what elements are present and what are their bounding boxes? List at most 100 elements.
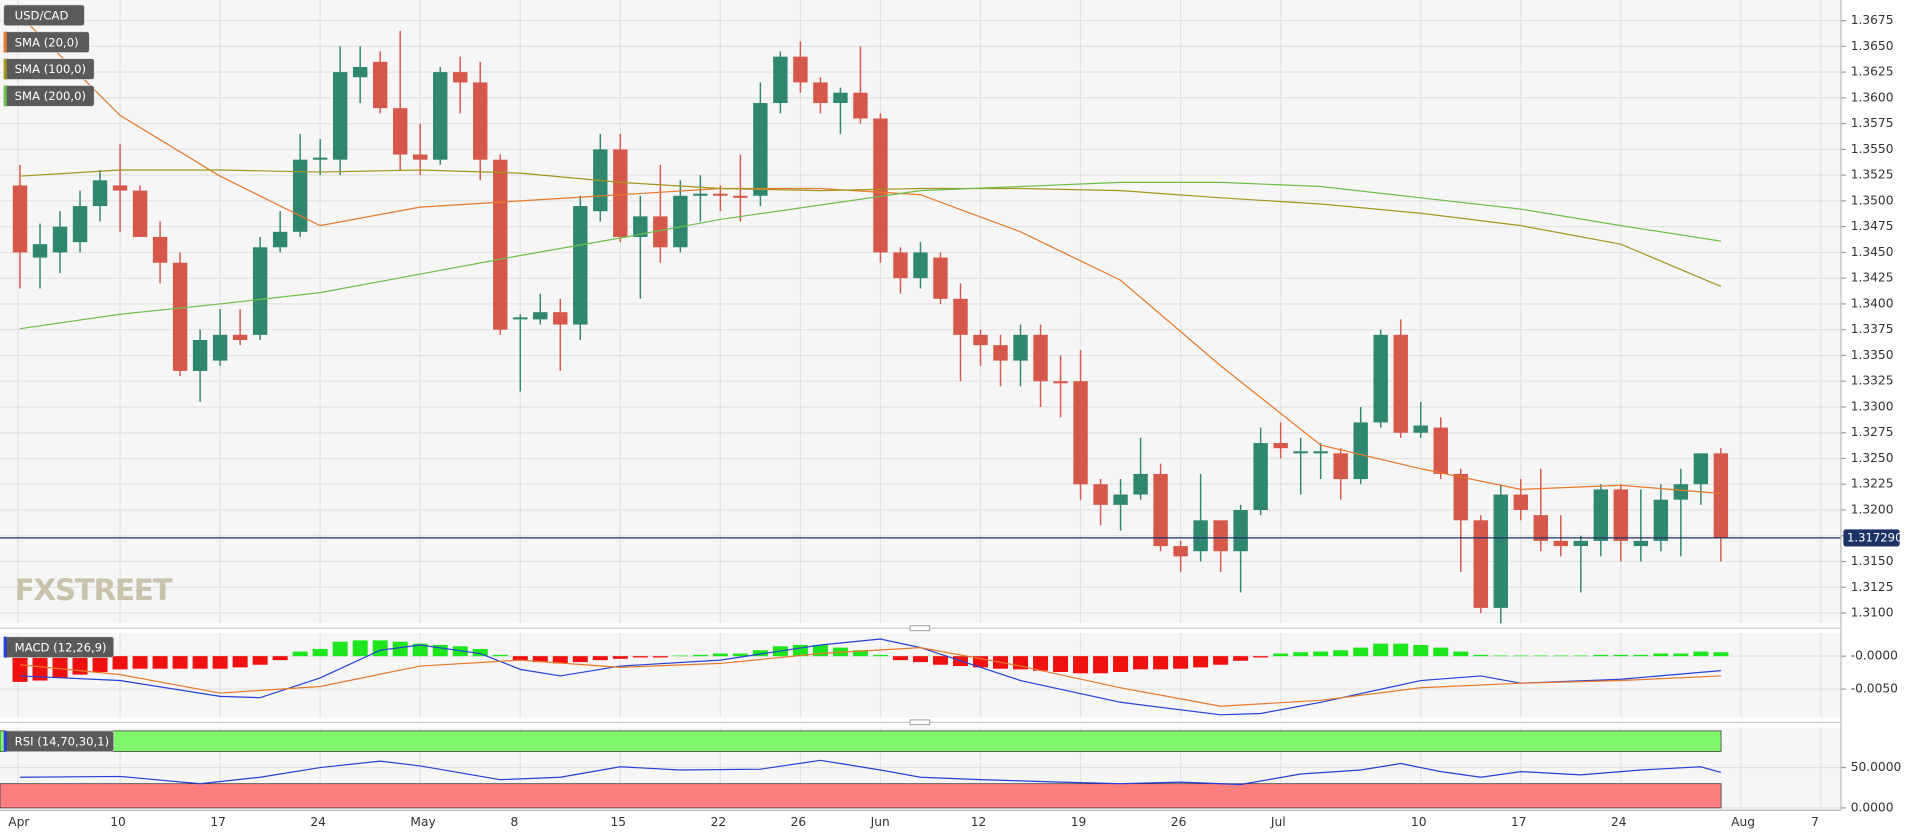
macd-bar xyxy=(732,653,748,657)
y-tick-label: 1.3300 xyxy=(1851,399,1894,413)
macd-bar xyxy=(872,654,888,657)
macd-bar xyxy=(1153,656,1169,670)
resize-handle[interactable] xyxy=(909,719,931,726)
candle-body xyxy=(933,257,948,299)
candle-body xyxy=(1633,540,1649,547)
macd-bar xyxy=(432,644,448,657)
candle-body xyxy=(1313,451,1328,454)
macd-panel xyxy=(0,633,1841,718)
macd-bar xyxy=(1233,656,1249,661)
x-tick-label: 15 xyxy=(611,815,627,829)
oversold-band xyxy=(0,783,1722,809)
x-tick-label: 26 xyxy=(791,815,807,829)
macd-bar xyxy=(1253,656,1269,658)
legend-swatch xyxy=(3,58,7,80)
candle-body xyxy=(893,252,908,279)
candle-body xyxy=(453,72,468,83)
macd-bar xyxy=(652,656,668,658)
y-tick-label: 0.0000 xyxy=(1851,800,1894,814)
macd-bar xyxy=(212,656,228,669)
macd-bar xyxy=(492,654,508,657)
watermark: FXSTREET xyxy=(15,573,173,607)
candle-body xyxy=(212,334,228,361)
candle-body xyxy=(1053,381,1068,384)
macd-bar xyxy=(1553,655,1569,657)
candle-body xyxy=(1133,473,1148,495)
y-tick-label: 1.3125 xyxy=(1851,580,1894,594)
candle-body xyxy=(1293,451,1308,454)
candle-body xyxy=(1013,334,1028,361)
last-price-box xyxy=(1843,529,1900,547)
candle-body xyxy=(733,195,748,198)
y-tick-label: 1.3200 xyxy=(1851,503,1894,517)
macd-bar xyxy=(1013,656,1029,670)
legend-swatch xyxy=(3,636,7,658)
candle-body xyxy=(413,154,428,160)
macd-bar xyxy=(1133,656,1149,670)
macd-bar xyxy=(232,656,248,668)
candle-body xyxy=(833,92,848,104)
candle-body xyxy=(1513,494,1528,510)
y-tick-label: 1.3550 xyxy=(1851,142,1894,156)
macd-bar xyxy=(192,656,208,669)
candle-body xyxy=(1153,473,1168,547)
y-tick-label: 1.3150 xyxy=(1851,554,1894,568)
macd-bar xyxy=(1473,654,1489,657)
candle-body xyxy=(973,334,988,346)
macd-bar xyxy=(1393,643,1409,657)
sma-line xyxy=(19,15,1721,495)
x-tick-label: 12 xyxy=(971,815,987,829)
candle-body xyxy=(1353,422,1368,480)
candle-body xyxy=(1073,381,1088,485)
macd-bar xyxy=(552,656,568,664)
legend-swatch xyxy=(3,31,7,53)
y-tick-label: 1.3600 xyxy=(1851,90,1894,104)
macd-bar xyxy=(932,656,948,665)
macd-bar xyxy=(152,656,168,669)
resize-handle[interactable] xyxy=(909,625,931,632)
candle-body xyxy=(1533,515,1548,541)
macd-line xyxy=(19,638,1721,716)
y-tick-label: 1.3225 xyxy=(1851,477,1894,491)
macd-bar xyxy=(1613,654,1629,657)
legend-label: SMA (100,0) xyxy=(15,62,86,76)
macd-bar xyxy=(1213,656,1229,665)
macd-bar xyxy=(252,656,268,665)
candle-body xyxy=(693,193,708,196)
candle-body xyxy=(1233,510,1248,552)
y-tick-label: 1.3275 xyxy=(1851,425,1894,439)
macd-bar xyxy=(352,640,368,657)
candle-body xyxy=(1413,425,1428,433)
candle-body xyxy=(92,180,108,207)
candle-body xyxy=(352,66,368,78)
candle-body xyxy=(673,195,688,248)
candle-body xyxy=(252,247,268,335)
macd-bar xyxy=(632,656,648,658)
candle-body xyxy=(813,82,828,104)
x-tick-label: 10 xyxy=(1411,815,1427,829)
macd-bar xyxy=(472,648,488,657)
candle-body xyxy=(393,108,408,155)
x-tick-label: May xyxy=(410,815,435,829)
x-tick-label: 24 xyxy=(310,815,326,829)
sma-line xyxy=(19,181,1721,330)
candle-body xyxy=(1253,443,1268,510)
candle-body xyxy=(873,118,888,253)
candle-body xyxy=(1713,453,1729,538)
candle-body xyxy=(1373,334,1388,423)
macd-bar xyxy=(1313,651,1329,657)
macd-bar xyxy=(1273,653,1289,657)
candle-body xyxy=(272,231,288,248)
candle-body xyxy=(192,340,208,371)
macd-bar xyxy=(12,656,28,682)
x-tick-label: Aug xyxy=(1731,815,1755,829)
macd-bar xyxy=(372,640,388,657)
legend-label: RSI (14,70,30,1) xyxy=(15,734,109,748)
y-tick-label: -0.0000 xyxy=(1851,649,1898,663)
macd-bar xyxy=(1433,647,1449,657)
y-tick-label: 1.3250 xyxy=(1851,451,1894,465)
x-tick-label: 10 xyxy=(110,815,126,829)
last-price-label: 1.317290 xyxy=(1847,530,1902,544)
